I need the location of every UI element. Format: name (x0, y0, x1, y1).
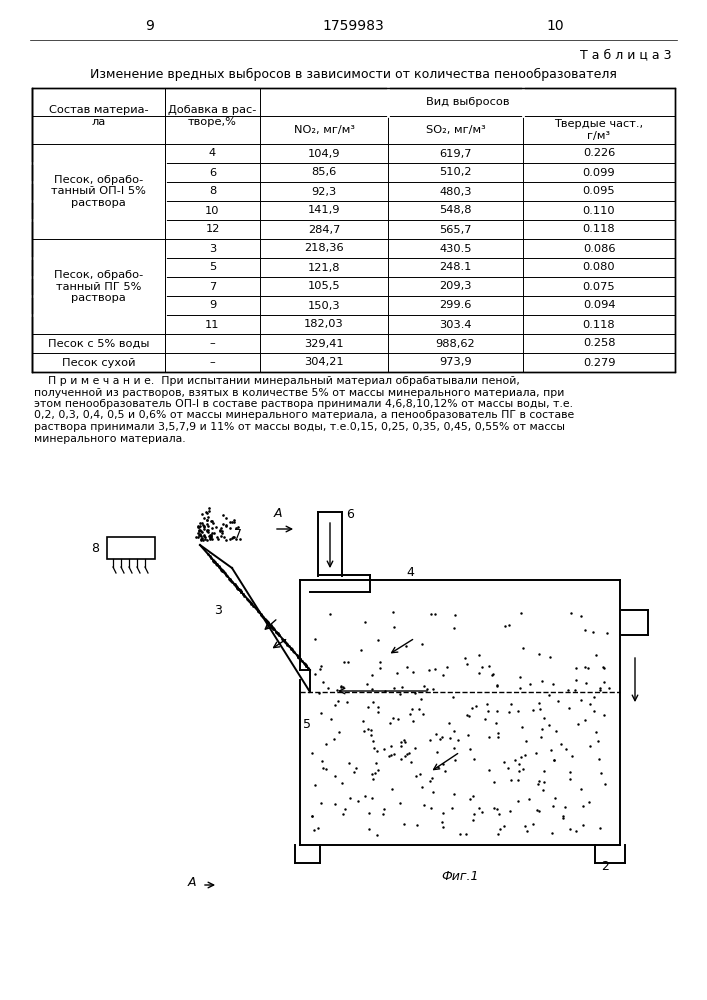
Text: Песок сухой: Песок сухой (62, 358, 135, 367)
Text: 619,7: 619,7 (439, 148, 472, 158)
Text: полученной из растворов, взятых в количестве 5% от массы минерального материала,: полученной из растворов, взятых в количе… (34, 387, 564, 397)
Text: 7: 7 (234, 528, 242, 540)
Text: 510,2: 510,2 (439, 167, 472, 178)
Text: 150,3: 150,3 (308, 300, 340, 310)
Text: 85,6: 85,6 (311, 167, 337, 178)
Text: 0.080: 0.080 (583, 262, 615, 272)
Text: 3: 3 (214, 603, 222, 616)
Text: Вид выбросов: Вид выбросов (426, 97, 509, 107)
Text: 4: 4 (209, 148, 216, 158)
Text: 2: 2 (601, 860, 609, 874)
Text: 480,3: 480,3 (439, 186, 472, 196)
Text: 6: 6 (346, 508, 354, 522)
Text: 0.086: 0.086 (583, 243, 615, 253)
Text: 430.5: 430.5 (439, 243, 472, 253)
Text: Фиг.1: Фиг.1 (441, 870, 479, 884)
Text: Твердые част.,
г/м³: Твердые част., г/м³ (554, 119, 643, 141)
Bar (107, 537, 155, 559)
Text: 329,41: 329,41 (304, 338, 344, 349)
Text: 973,9: 973,9 (439, 358, 472, 367)
Text: 105,5: 105,5 (308, 282, 340, 292)
Text: 7: 7 (209, 282, 216, 292)
Text: Изменение вредных выбросов в зависимости от количества пенообразователя: Изменение вредных выбросов в зависимости… (90, 67, 617, 81)
Text: 0.279: 0.279 (583, 358, 615, 367)
Text: 5: 5 (209, 262, 216, 272)
Text: А: А (274, 507, 282, 520)
Text: –: – (209, 358, 216, 367)
Text: 10: 10 (547, 19, 563, 33)
Text: 565,7: 565,7 (439, 225, 472, 234)
Text: 141,9: 141,9 (308, 206, 340, 216)
Text: 218,36: 218,36 (304, 243, 344, 253)
Text: 0.110: 0.110 (583, 206, 615, 216)
Text: этом пенообразователь ОП-I в составе раствора принимали 4,6,8,10,12% от массы во: этом пенообразователь ОП-I в составе рас… (34, 399, 573, 409)
Text: 182,03: 182,03 (304, 320, 344, 330)
Text: 0.094: 0.094 (583, 300, 615, 310)
Text: 3: 3 (209, 243, 216, 253)
Text: П р и м е ч а н и е.  При испытании минеральный материал обрабатывали пеной,: П р и м е ч а н и е. При испытании минер… (34, 376, 520, 386)
Text: Добавка в рас-
творе,%: Добавка в рас- творе,% (168, 105, 257, 127)
Text: SO₂, мг/м³: SO₂, мг/м³ (426, 125, 486, 135)
Text: 9: 9 (146, 19, 154, 33)
Text: 988,62: 988,62 (436, 338, 475, 349)
Text: 8: 8 (209, 186, 216, 196)
Text: 92,3: 92,3 (311, 186, 337, 196)
Text: 304,21: 304,21 (304, 358, 344, 367)
Text: 4: 4 (406, 566, 414, 578)
Text: Песок, обрабо-
танный ПГ 5%
раствора: Песок, обрабо- танный ПГ 5% раствора (54, 270, 143, 303)
Text: 121,8: 121,8 (308, 262, 340, 272)
Text: 0.118: 0.118 (583, 225, 615, 234)
Text: Песок с 5% воды: Песок с 5% воды (48, 338, 149, 349)
Text: 6: 6 (209, 167, 216, 178)
Text: Песок, обрабо-
танный ОП-I 5%
раствора: Песок, обрабо- танный ОП-I 5% раствора (51, 175, 146, 208)
Text: –: – (209, 338, 216, 349)
Text: 0.099: 0.099 (583, 167, 615, 178)
Text: 0.258: 0.258 (583, 338, 615, 349)
Text: 12: 12 (205, 225, 220, 234)
Text: Состав материа-
ла: Состав материа- ла (49, 105, 148, 127)
Text: NO₂, мг/м³: NO₂, мг/м³ (293, 125, 354, 135)
Text: минерального материала.: минерального материала. (34, 434, 186, 444)
Text: 303.4: 303.4 (439, 320, 472, 330)
Text: 0.075: 0.075 (583, 282, 615, 292)
Text: 1759983: 1759983 (322, 19, 384, 33)
Text: А: А (188, 876, 197, 888)
Text: 0,2, 0,3, 0,4, 0,5 и 0,6% от массы минерального материала, а пенообразователь ПГ: 0,2, 0,3, 0,4, 0,5 и 0,6% от массы минер… (34, 410, 574, 420)
Text: 8: 8 (91, 542, 99, 554)
Text: 11: 11 (205, 320, 220, 330)
Text: 0.226: 0.226 (583, 148, 615, 158)
Text: 104,9: 104,9 (308, 148, 340, 158)
Text: 5: 5 (303, 718, 311, 730)
Bar (32, 88, 675, 372)
Text: раствора принимали 3,5,7,9 и 11% от массы воды, т.е.0,15, 0,25, 0,35, 0,45, 0,55: раствора принимали 3,5,7,9 и 11% от масс… (34, 422, 565, 432)
Text: 548,8: 548,8 (439, 206, 472, 216)
Text: 9: 9 (209, 300, 216, 310)
Text: 209,3: 209,3 (439, 282, 472, 292)
Text: 248.1: 248.1 (439, 262, 472, 272)
Text: 10: 10 (205, 206, 220, 216)
Text: Т а б л и ц а 3: Т а б л и ц а 3 (580, 48, 672, 62)
Text: 299.6: 299.6 (439, 300, 472, 310)
Text: 0.118: 0.118 (583, 320, 615, 330)
Text: 0.095: 0.095 (583, 186, 615, 196)
Text: 284,7: 284,7 (308, 225, 340, 234)
